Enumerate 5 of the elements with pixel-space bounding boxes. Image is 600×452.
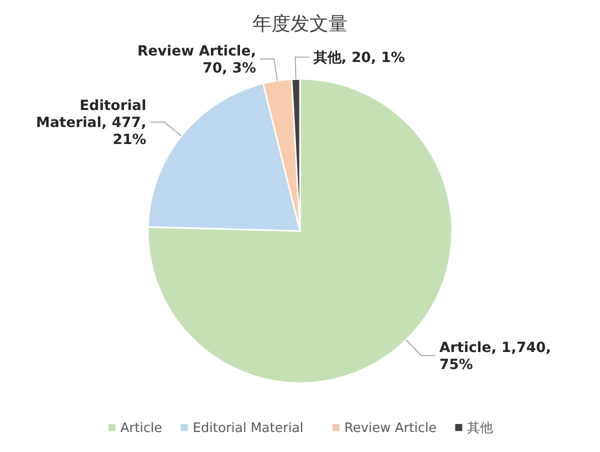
legend-label: 其他 <box>467 421 494 436</box>
legend-label: Article <box>120 421 162 436</box>
title: 年度发文量 <box>252 13 348 35</box>
legend-label: Review Article <box>344 421 437 436</box>
legend-label: Editorial Material <box>192 421 304 436</box>
